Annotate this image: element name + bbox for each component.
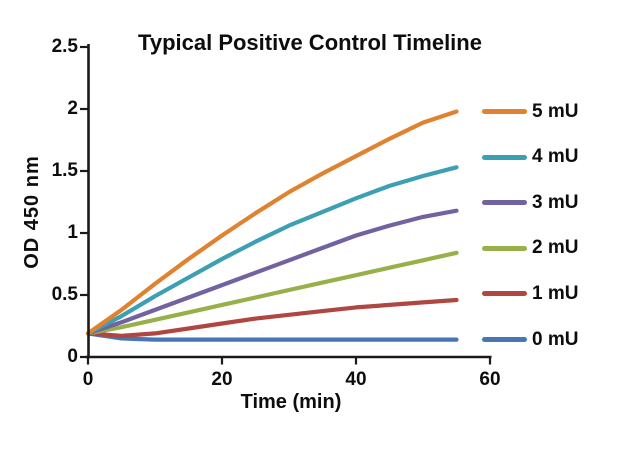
legend-item-0-mU: 0 mU (482, 327, 578, 353)
y-tick-label: 1 (67, 222, 78, 243)
legend-swatch (482, 245, 527, 251)
y-tick-label: 1.5 (51, 160, 78, 181)
series-line-1-mU (85, 297, 459, 338)
legend-label: 4 mU (532, 146, 579, 168)
y-tick-label: 2.5 (51, 36, 78, 57)
legend-label: 5 mU (532, 100, 579, 122)
y-tick-label: 2 (67, 98, 78, 119)
series-line-3-mU (85, 208, 459, 336)
x-tick-label: 20 (211, 369, 233, 390)
legend-swatch (482, 200, 527, 206)
legend-swatch (482, 337, 527, 342)
legend-item-3-mU: 3 mU (482, 190, 578, 216)
legend-swatch (482, 154, 527, 160)
x-tick-label: 60 (479, 369, 501, 390)
legend-label: 0 mU (532, 328, 579, 350)
legend-item-2-mU: 2 mU (482, 235, 578, 261)
legend-swatch (482, 291, 527, 297)
series-line-2-mU (85, 250, 459, 336)
legend-swatch (482, 109, 527, 114)
legend-label: 3 mU (532, 191, 579, 213)
chart-title: Typical Positive Control Timeline (138, 30, 482, 55)
y-tick-label: 0 (67, 346, 78, 367)
legend-label: 1 mU (532, 282, 579, 304)
legend-item-5-mU: 5 mU (482, 99, 578, 125)
legend-item-1-mU: 1 mU (482, 281, 578, 307)
series-line-4-mU (85, 165, 459, 336)
legend-label: 2 mU (532, 237, 579, 259)
legend-item-4-mU: 4 mU (482, 144, 578, 170)
series-line-5-mU (85, 109, 459, 336)
y-tick-label: 0.5 (51, 284, 78, 305)
x-tick-label: 40 (345, 369, 367, 390)
x-axis-title: Time (min) (240, 391, 342, 413)
series-line-0-mU (85, 331, 459, 342)
x-tick-label: 0 (82, 369, 94, 390)
